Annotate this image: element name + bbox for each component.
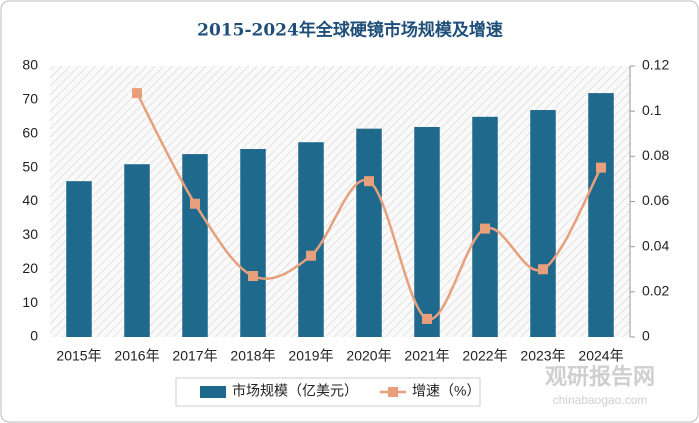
y-tick-label: 30 xyxy=(22,226,38,242)
line-marker xyxy=(480,223,490,234)
line-marker xyxy=(190,198,200,209)
y2-tick-label: 0.12 xyxy=(642,57,669,73)
y-tick-label: 70 xyxy=(22,91,38,107)
y-tick-label: 80 xyxy=(22,57,38,73)
bar xyxy=(66,181,92,337)
y2-tick-label: 0.06 xyxy=(642,192,669,208)
watermark-url: chinabaogao.com xyxy=(553,393,648,407)
bar xyxy=(298,142,324,337)
legend-box xyxy=(175,377,481,407)
bar xyxy=(240,148,266,337)
x-tick-label: 2023年 xyxy=(520,348,565,364)
line-marker xyxy=(422,313,432,324)
legend-label: 增速（%） xyxy=(412,383,480,399)
x-tick-label: 2021年 xyxy=(404,348,449,364)
x-tick-label: 2022年 xyxy=(462,348,507,364)
y2-tick-label: 0.02 xyxy=(642,283,669,299)
bar xyxy=(530,110,556,337)
y-tick-label: 50 xyxy=(22,158,38,174)
y2-tick-label: 0.1 xyxy=(642,102,662,118)
line-marker xyxy=(596,162,606,173)
line-marker xyxy=(364,176,374,187)
legend-label: 市场规模（亿美元） xyxy=(232,383,358,399)
legend-swatch xyxy=(200,386,226,398)
line-marker xyxy=(538,264,548,275)
x-tick-label: 2020年 xyxy=(346,348,391,364)
line xyxy=(135,92,603,321)
line-marker xyxy=(132,88,142,99)
legend-marker xyxy=(388,387,398,397)
y-tick-label: 0 xyxy=(30,328,38,344)
y2-tick-label: 0.08 xyxy=(642,147,669,163)
line-marker xyxy=(306,250,316,261)
x-tick-label: 2018年 xyxy=(230,348,275,364)
y-tick-label: 10 xyxy=(22,294,38,310)
x-tick-label: 2017年 xyxy=(172,348,217,364)
x-tick-label: 2019年 xyxy=(288,348,333,364)
y-tick-label: 60 xyxy=(22,124,38,140)
y2-tick-label: 0.04 xyxy=(642,237,669,253)
bar xyxy=(182,154,208,337)
bar xyxy=(124,164,150,337)
bar xyxy=(356,128,382,337)
y-tick-label: 40 xyxy=(22,192,38,208)
y2-tick-label: 0 xyxy=(642,328,650,344)
chart-title: 2015-2024年全球硬镜市场规模及增速 xyxy=(197,20,503,41)
x-tick-label: 2016年 xyxy=(114,348,159,364)
bar xyxy=(414,126,440,337)
y-tick-label: 20 xyxy=(22,260,38,276)
line-marker xyxy=(248,271,258,282)
x-tick-label: 2024年 xyxy=(578,348,623,364)
watermark-name: 观研报告网 xyxy=(545,364,655,389)
bar xyxy=(588,93,614,337)
x-tick-label: 2015年 xyxy=(56,348,101,364)
